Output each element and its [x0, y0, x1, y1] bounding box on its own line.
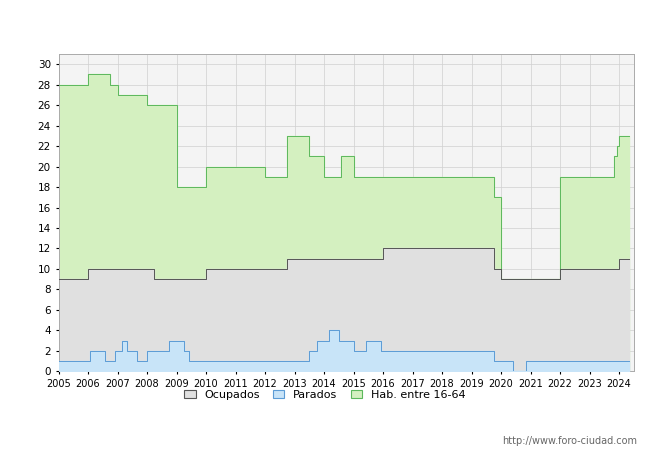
Text: Villatuelda - Evolucion de la poblacion en edad de Trabajar Mayo de 2024: Villatuelda - Evolucion de la poblacion … — [80, 17, 570, 30]
Text: http://www.foro-ciudad.com: http://www.foro-ciudad.com — [502, 436, 637, 446]
Legend: Ocupados, Parados, Hab. entre 16-64: Ocupados, Parados, Hab. entre 16-64 — [180, 385, 470, 405]
